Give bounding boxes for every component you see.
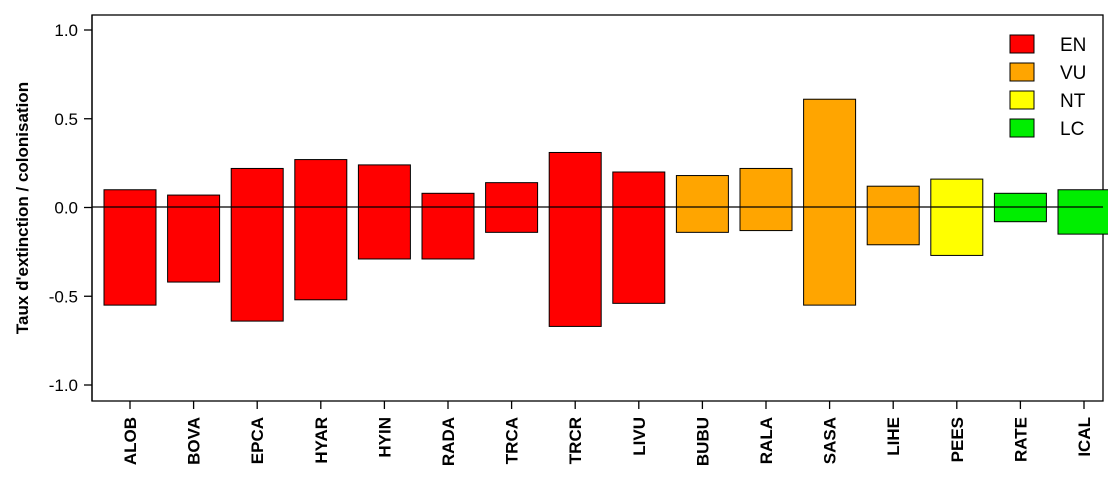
- bars-group: [103, 98, 1108, 327]
- x-tick-label: HYIN: [375, 417, 394, 458]
- x-tick-label: BOVA: [185, 417, 204, 465]
- bar-livu: [612, 171, 666, 304]
- bar-hyin: [357, 164, 411, 260]
- x-tick-label: RALA: [757, 417, 776, 464]
- bar-bova: [167, 194, 221, 283]
- bar-hyar: [294, 159, 348, 301]
- bar-trcr: [548, 151, 602, 327]
- x-tick-label: RATE: [1011, 417, 1030, 462]
- y-tick-label: 0.0: [54, 199, 78, 218]
- x-tick-label: SASA: [821, 417, 840, 464]
- x-tick-label: PEES: [948, 417, 967, 462]
- legend-swatch-lc: [1009, 118, 1035, 138]
- bar-lihe: [866, 185, 920, 246]
- bar-sasa: [803, 98, 857, 306]
- legend-swatch-vu: [1009, 62, 1035, 82]
- y-axis: 1.0 0.5 0.0 -0.5 -1.0: [49, 15, 93, 401]
- y-tick-label: 0.5: [54, 110, 78, 129]
- bar-rada: [421, 192, 475, 260]
- x-axis-labels: ALOB BOVA EPCA HYAR HYIN RADA TRCA TRCR LIVU BUBU…: [121, 401, 1094, 466]
- y-tick-label: -0.5: [49, 287, 78, 306]
- bar-ical: [1057, 189, 1108, 235]
- bar-epca: [230, 167, 284, 322]
- bar-bubu: [675, 175, 729, 233]
- legend-swatch-nt: [1009, 90, 1035, 110]
- x-tick-label: HYAR: [312, 417, 331, 464]
- x-tick-label: ICAL: [1075, 417, 1094, 457]
- x-tick-label: RADA: [439, 417, 458, 466]
- x-tick-label: TRCA: [503, 417, 522, 464]
- x-tick-label: ALOB: [121, 417, 140, 465]
- legend: EN VU NT LC: [1009, 34, 1086, 140]
- x-tick-label: BUBU: [693, 417, 712, 466]
- y-tick-label: -1.0: [49, 376, 78, 395]
- y-axis-title: Taux d'extinction / colonisation: [13, 82, 32, 334]
- x-tick-label: LIHE: [884, 417, 903, 456]
- x-tick-label: EPCA: [248, 417, 267, 464]
- legend-label-nt: NT: [1060, 91, 1086, 112]
- legend-label-vu: VU: [1060, 63, 1086, 84]
- legend-label-lc: LC: [1060, 119, 1084, 140]
- bar-alob: [103, 189, 157, 306]
- legend-label-en: EN: [1060, 35, 1086, 56]
- x-tick-label: LIVU: [630, 417, 649, 456]
- y-tick-label: 1.0: [54, 21, 78, 40]
- x-tick-label: TRCR: [566, 417, 585, 464]
- bar-pees: [930, 178, 984, 256]
- bar-rala: [739, 167, 793, 232]
- legend-swatch-en: [1009, 34, 1035, 54]
